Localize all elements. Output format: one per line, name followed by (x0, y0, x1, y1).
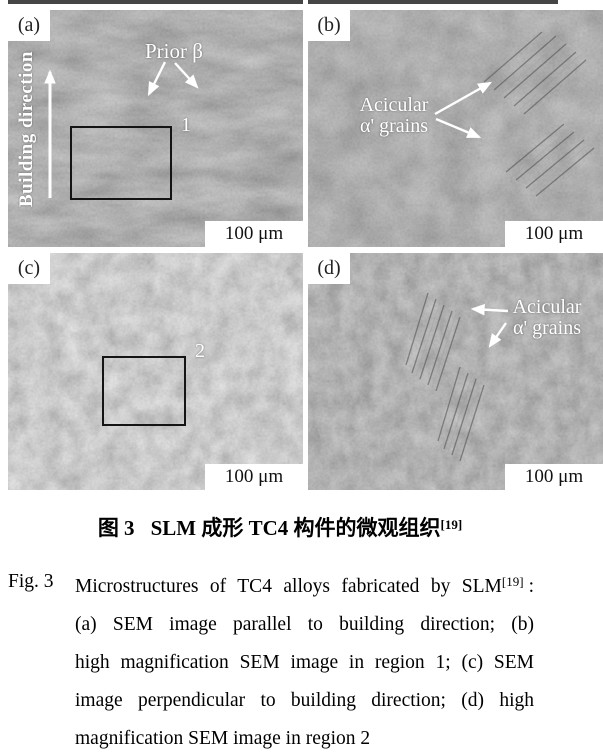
micrograph-panel-d: (d) Acicular α' grains 100 μm (308, 253, 603, 490)
caption-chinese: 图 3 SLM 成形 TC4 构件的微观组织[19] (0, 512, 560, 542)
caption-zh-fig-label: 图 3 (97, 516, 135, 540)
panel-b-grain (308, 10, 603, 247)
sem-texture-b (308, 10, 603, 247)
acicular-label-d: Acicular α' grains (505, 297, 589, 339)
scale-bar-c: 100 μm (205, 464, 303, 490)
acicular-label-b-line1: Acicular (359, 94, 429, 116)
region-1-number: 1 (181, 114, 191, 136)
caption-en-line1: Microstructures of TC4 alloys fabricated… (75, 563, 534, 606)
panel-c-grain (8, 253, 303, 490)
caption-en-body: Microstructures of TC4 alloys fabricated… (75, 563, 534, 752)
caption-en-line5: magnification SEM image in region 2 (75, 728, 371, 749)
caption-en-line4: image perpendicular to building directio… (75, 690, 534, 711)
acicular-label-d-line2: α' grains (513, 317, 581, 339)
scale-bar-b: 100 μm (505, 221, 603, 247)
prior-beta-arrow-right (174, 62, 199, 89)
scale-bar-d-text: 100 μm (524, 466, 584, 487)
panel-label-d: (d) (308, 253, 350, 284)
acicular-arrow-b-up (434, 81, 493, 116)
sem-texture-a (8, 10, 303, 247)
caption-en-line2: (a) SEM image parallel to building direc… (75, 614, 534, 635)
region-2-box (102, 356, 186, 426)
panel-label-b: (b) (308, 10, 350, 41)
acicular-needles-b-dark (483, 31, 595, 197)
caption-zh-reference: [19] (440, 517, 463, 532)
scale-bar-a: 100 μm (205, 221, 303, 247)
acicular-label-b: Acicular α' grains (352, 95, 436, 137)
scale-bar-d: 100 μm (505, 464, 603, 490)
caption-en-line1-colon: : (528, 576, 534, 597)
acicular-needles-d-light (415, 301, 473, 453)
acicular-needles-b-light (498, 41, 590, 193)
caption-english: Fig. 3 Microstructures of TC4 alloys fab… (8, 563, 548, 752)
sem-texture-c (8, 253, 303, 490)
top-crop-strip-left (8, 0, 303, 4)
panel-label-a: (a) (8, 10, 50, 41)
caption-en-reference: [19] (501, 574, 524, 589)
top-crop-strip-right (308, 0, 558, 4)
acicular-arrow-d-left (470, 303, 509, 316)
caption-zh-title: SLM 成形 TC4 构件的微观组织 (150, 516, 441, 540)
caption-en-fig-label: Fig. 3 (8, 571, 54, 592)
panel-label-c: (c) (8, 253, 50, 284)
acicular-arrow-b-down (435, 117, 482, 139)
micrograph-panel-a: (a) Building direction Prior β 1 100 μm (8, 10, 303, 247)
region-1-box (70, 126, 172, 200)
caption-en-line3: high magnification SEM image in region 1… (75, 652, 534, 673)
scale-bar-c-text: 100 μm (224, 466, 284, 487)
acicular-label-b-line2: α' grains (360, 115, 428, 137)
caption-en-line1-text: Microstructures of TC4 alloys fabricated… (75, 576, 502, 597)
acicular-label-d-line1: Acicular (512, 296, 582, 318)
scale-bar-b-text: 100 μm (524, 223, 584, 244)
sem-texture-d (308, 253, 603, 490)
scale-bar-a-text: 100 μm (224, 223, 284, 244)
prior-beta-label: Prior β (145, 39, 203, 63)
acicular-arrow-d-down (488, 322, 507, 348)
panel-a-grain (8, 10, 303, 247)
panel-d-grain (308, 253, 603, 490)
micrograph-panel-b: (b) Acicular α' grains 100 μm (308, 10, 603, 247)
building-direction-label: Building direction (16, 51, 37, 207)
acicular-needles-d-dark (405, 292, 485, 462)
micrograph-panel-c: (c) 2 100 μm (8, 253, 303, 490)
prior-beta-arrow-left (147, 61, 167, 97)
region-2-number: 2 (195, 340, 205, 362)
